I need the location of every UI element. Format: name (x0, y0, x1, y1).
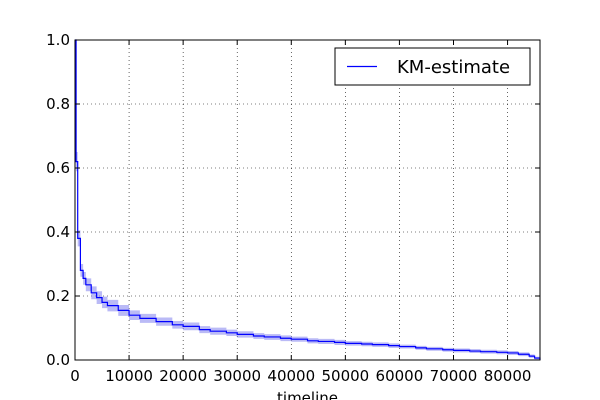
plot-frame (74, 39, 541, 361)
km-confidence-band (75, 40, 540, 360)
legend-label-km-estimate: KM-estimate (397, 57, 510, 78)
tick-layer: 0 10000 20000 30000 40000 50000 60000 70000 8000… (46, 31, 540, 385)
x-tick-label: 70000 (430, 367, 478, 385)
y-tick-label: 0.0 (46, 351, 70, 369)
y-tick-label: 0.4 (46, 223, 70, 241)
x-tick-label: 30000 (213, 367, 261, 385)
x-axis-label: timeline (277, 389, 338, 400)
x-tick-label: 40000 (267, 367, 315, 385)
y-tick-label: 1.0 (46, 31, 70, 49)
y-tick-label: 0.6 (46, 159, 70, 177)
x-tick-label: 60000 (376, 367, 424, 385)
grid-layer (75, 40, 540, 360)
x-tick-label: 20000 (159, 367, 207, 385)
x-tick-label: 0 (70, 367, 80, 385)
y-tick-label: 0.2 (46, 287, 70, 305)
x-tick-label: 50000 (321, 367, 369, 385)
km-estimate-line (75, 39, 541, 360)
legend: KM-estimate (334, 47, 531, 86)
survival-line-layer (75, 39, 541, 360)
x-tick-label: 80000 (484, 367, 532, 385)
y-tick-label: 0.8 (46, 95, 70, 113)
x-tick-label: 10000 (105, 367, 153, 385)
confidence-interval-layer (75, 40, 540, 360)
